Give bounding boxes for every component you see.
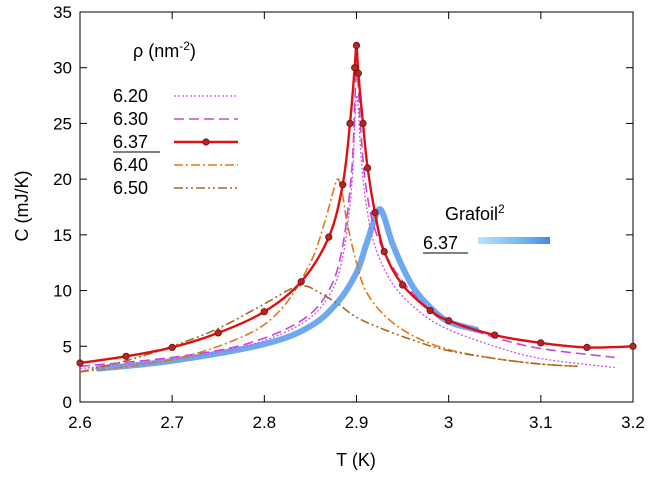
series-line-6-20 <box>79 94 615 370</box>
legend-label-6-20: 6.20 <box>113 86 148 106</box>
legend-marker <box>202 138 210 146</box>
legend-entries: 6.20 6.30 6.37 6.40 6.50 <box>113 86 238 198</box>
series-layer <box>79 44 634 373</box>
data-point-marker <box>583 343 591 351</box>
data-point-marker <box>214 329 222 337</box>
y-tick-label: 20 <box>53 170 72 189</box>
inset-legend-title: Grafoil2 <box>445 202 505 224</box>
data-point-marker <box>346 119 354 128</box>
x-tick-label: 2.7 <box>160 413 184 432</box>
data-point-marker <box>351 64 359 72</box>
y-tick-label: 15 <box>53 226 72 245</box>
markers-layer <box>76 41 637 367</box>
y-tick-label: 30 <box>53 59 72 78</box>
data-point-marker <box>537 339 545 347</box>
data-point-marker <box>380 248 388 256</box>
x-axis-label: T (K) <box>336 450 376 470</box>
y-tick-label: 5 <box>63 337 72 356</box>
x-tick-label: 2.6 <box>68 413 92 432</box>
axis-ticks: 2.6 2.7 2.8 2.9 3 3.1 3.2 0 5 10 15 20 25 30 35 <box>53 3 645 432</box>
legend-label-6-40: 6.40 <box>113 155 148 175</box>
x-tick-label: 3.1 <box>529 413 553 432</box>
data-point-marker <box>354 69 362 77</box>
data-point-marker <box>260 308 268 316</box>
series-line-6-40 <box>79 178 578 373</box>
data-point-marker <box>398 281 407 289</box>
data-point-marker <box>76 359 84 367</box>
inset-legend: Grafoil2 6.37 <box>423 202 550 254</box>
y-tick-label: 0 <box>63 393 72 412</box>
series-line-6-50 <box>79 284 578 373</box>
data-point-marker <box>325 233 333 241</box>
y-axis-label: C (mJ/K) <box>12 171 32 242</box>
data-point-marker <box>629 342 637 350</box>
y-tick-label: 35 <box>53 3 72 22</box>
data-point-marker <box>297 278 305 286</box>
data-point-marker <box>122 352 130 360</box>
x-tick-label: 3.2 <box>621 413 645 432</box>
x-tick-label: 3 <box>444 413 453 432</box>
legend-label-6-50: 6.50 <box>113 178 148 198</box>
data-point-marker <box>371 209 379 217</box>
series-line-6-30 <box>79 72 615 368</box>
data-point-marker <box>168 343 176 351</box>
data-point-marker <box>363 164 372 172</box>
x-tick-label: 2.9 <box>345 413 369 432</box>
data-point-marker <box>339 181 347 189</box>
data-point-marker <box>426 306 434 315</box>
data-point-marker <box>491 331 499 339</box>
legend-label-6-37: 6.37 <box>113 132 148 152</box>
legend: ρ (nm-2) 6.20 6.30 6.37 6.40 6.50 <box>113 39 238 198</box>
legend-title-superscript: -2 <box>179 39 190 53</box>
inset-legend-label: 6.37 <box>423 233 458 253</box>
y-tick-label: 25 <box>53 114 72 133</box>
series-line-grafoil-6-37 <box>95 206 480 372</box>
data-point-marker <box>352 41 361 50</box>
data-point-marker <box>359 119 367 128</box>
legend-label-6-30: 6.30 <box>113 109 148 129</box>
inset-legend-title-superscript: 2 <box>498 202 505 216</box>
y-tick-label: 10 <box>53 282 72 301</box>
series-line-6-37 <box>79 44 634 365</box>
legend-title: ρ (nm-2) <box>133 39 196 61</box>
data-point-marker <box>445 317 453 325</box>
inset-legend-swatch <box>478 237 550 244</box>
x-tick-label: 2.8 <box>253 413 277 432</box>
